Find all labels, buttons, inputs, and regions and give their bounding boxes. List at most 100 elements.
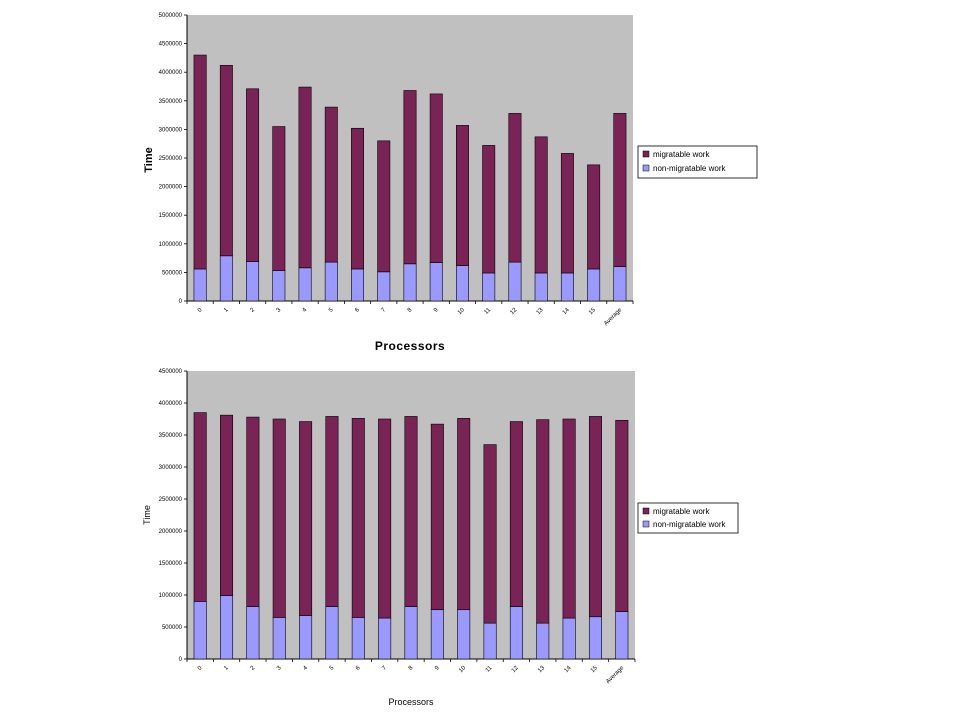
y-tick-label-top: 2000000 [159, 185, 183, 191]
legend-swatch-nonmigratable-top [642, 164, 650, 172]
x-tick-label-bottom: 6 [355, 665, 362, 672]
bar-segment-migratable-top [403, 90, 417, 265]
bar-segment-migratable-bottom [588, 416, 602, 618]
y-tick-label-top: 1500000 [159, 213, 183, 219]
bar-segment-non-migratable-top [324, 261, 338, 302]
bar-segment-non-migratable-bottom [509, 606, 523, 660]
bar-segment-non-migratable-bottom [588, 616, 602, 660]
y-tick-label-bottom: 1500000 [159, 561, 183, 567]
legend-box-bottom [637, 502, 739, 534]
bar-segment-migratable-top [298, 86, 312, 269]
legend-swatch-migratable-top [642, 150, 650, 158]
bar-segment-non-migratable-bottom [299, 615, 313, 660]
bar-segment-non-migratable-top [613, 266, 627, 302]
x-tick-label-top: 15 [588, 307, 597, 316]
x-tick-label-top: 6 [354, 307, 361, 314]
x-tick-label-bottom: 9 [434, 665, 441, 672]
x-tick-label-top: 0 [197, 307, 204, 314]
x-tick-label-bottom: 11 [485, 665, 494, 674]
bar-segment-non-migratable-bottom [378, 617, 392, 660]
bar-segment-non-migratable-top [193, 268, 207, 302]
x-tick-label-top: 7 [381, 307, 388, 314]
x-tick-label-bottom: Average [605, 665, 625, 685]
bar-segment-migratable-top [324, 106, 338, 263]
y-tick-label-bottom: 4000000 [159, 401, 183, 407]
x-tick-label-top: 4 [302, 307, 309, 314]
y-tick-label-top: 0 [179, 299, 183, 305]
bar-segment-migratable-bottom [220, 414, 234, 596]
bar-segment-migratable-bottom [378, 418, 392, 619]
y-tick-label-bottom: 0 [179, 657, 183, 663]
bar-segment-non-migratable-bottom [272, 617, 286, 660]
x-tick-label-top: 11 [483, 307, 492, 316]
y-tick-label-bottom: 2500000 [159, 497, 183, 503]
legend-top: migratable work non-migratable work [637, 145, 758, 179]
bar-segment-migratable-bottom [351, 418, 365, 618]
bar-segment-non-migratable-top [587, 268, 601, 302]
x-axis-label-top: Processors [375, 339, 445, 353]
x-tick-label-top: 5 [328, 307, 335, 314]
bar-segment-migratable-bottom [536, 419, 550, 624]
y-tick-label-top: 3500000 [159, 99, 183, 105]
bar-segment-non-migratable-bottom [246, 606, 260, 660]
bar-segment-non-migratable-top [560, 272, 574, 302]
bar-segment-migratable-bottom [299, 421, 313, 616]
legend-label-nonmigratable-top: non-migratable work [653, 164, 726, 173]
bar-segment-non-migratable-bottom [220, 595, 234, 660]
x-tick-label-top: 2 [249, 307, 256, 314]
bar-segment-migratable-bottom [615, 419, 629, 612]
y-tick-label-top: 2500000 [159, 156, 183, 162]
y-tick-label-bottom: 1000000 [159, 593, 183, 599]
x-tick-label-top: 3 [276, 307, 283, 314]
x-tick-label-top: 14 [562, 307, 571, 316]
y-axis-label-bottom: Time [142, 505, 152, 525]
legend-label-migratable-bottom: migratable work [653, 507, 710, 516]
y-tick-label-bottom: 500000 [162, 625, 183, 631]
bar-segment-non-migratable-top [377, 271, 391, 302]
bar-segment-non-migratable-top [272, 270, 286, 302]
legend-label-nonmigratable-bottom: non-migratable work [653, 520, 726, 529]
x-tick-label-bottom: 14 [564, 665, 573, 674]
bar-segment-migratable-top [429, 93, 443, 263]
bar-segment-migratable-top [456, 125, 469, 266]
bar-segment-non-migratable-bottom [404, 606, 418, 660]
x-tick-label-bottom: 4 [302, 665, 309, 672]
bar-segment-non-migratable-top [219, 255, 233, 302]
bar-segment-migratable-top [246, 88, 260, 262]
bar-segment-migratable-bottom [562, 418, 576, 619]
bar-segment-non-migratable-bottom [193, 601, 207, 660]
bar-segment-non-migratable-top [429, 262, 443, 302]
x-tick-label-top: 1 [223, 307, 230, 314]
x-tick-label-bottom: 15 [590, 665, 599, 674]
x-tick-label-top: 10 [457, 307, 466, 316]
y-tick-label-top: 1000000 [159, 242, 183, 248]
bar-segment-migratable-top [534, 136, 548, 274]
bar-segment-non-migratable-bottom [351, 617, 365, 660]
legend-swatch-nonmigratable-bottom [642, 520, 650, 528]
y-tick-label-top: 4000000 [159, 70, 183, 76]
y-tick-label-bottom: 3500000 [159, 433, 183, 439]
x-tick-label-bottom: 3 [276, 665, 283, 672]
bar-segment-migratable-bottom [509, 421, 523, 607]
bar-segment-non-migratable-top [246, 261, 260, 302]
x-tick-label-bottom: 2 [250, 665, 257, 672]
x-tick-label-top: 12 [509, 307, 518, 316]
x-tick-label-top: 9 [433, 307, 440, 314]
bar-segment-non-migratable-bottom [457, 609, 471, 660]
x-tick-label-bottom: 10 [458, 665, 467, 674]
bar-segment-non-migratable-bottom [562, 617, 576, 660]
bar-segment-migratable-top [508, 113, 522, 263]
legend-box-top [637, 145, 758, 179]
bar-segment-non-migratable-top [403, 263, 417, 302]
bar-segment-migratable-top [351, 127, 364, 270]
bar-segment-non-migratable-top [508, 261, 522, 302]
bar-segment-non-migratable-bottom [430, 609, 444, 660]
x-tick-label-top: 8 [407, 307, 414, 314]
bar-segment-non-migratable-bottom [615, 611, 629, 660]
y-tick-label-bottom: 4500000 [159, 369, 183, 375]
x-tick-label-top: 13 [536, 307, 545, 316]
chart-top: 0 500000 1000000 1500000 2000000 2500000 30000… [143, 13, 758, 353]
x-tick-label-bottom: 12 [511, 665, 520, 674]
x-tick-label-bottom: 8 [408, 665, 415, 672]
